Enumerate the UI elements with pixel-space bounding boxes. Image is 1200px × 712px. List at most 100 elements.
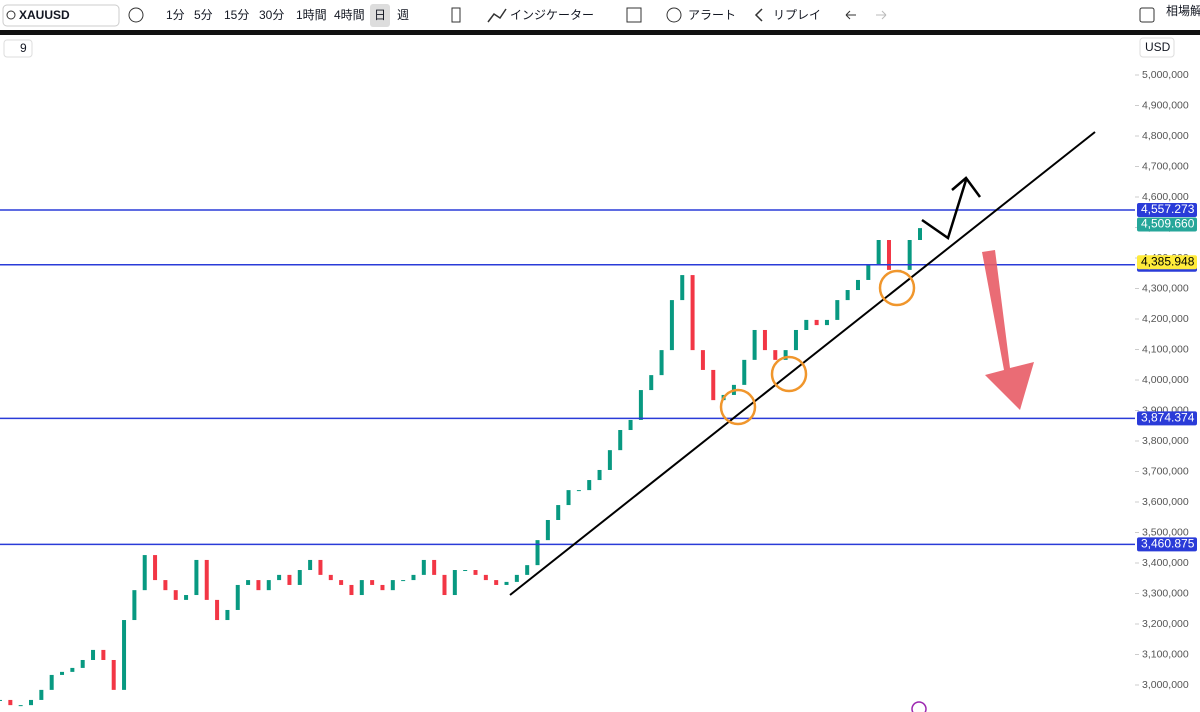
y-tick-label: 4,000,000 (1142, 374, 1189, 386)
candle (132, 590, 137, 621)
market-label[interactable]: 相場解 (1166, 4, 1200, 18)
candle (318, 559, 323, 575)
y-tick-label: 3,800,000 (1142, 435, 1189, 447)
layout-icon[interactable] (626, 7, 642, 23)
y-tick-label: 3,600,000 (1142, 496, 1189, 508)
symbol[interactable]: XAUUSD (19, 8, 70, 22)
candle (814, 319, 819, 326)
indicator-icon (487, 8, 507, 23)
price-tag (1137, 255, 1197, 270)
candle (793, 329, 798, 351)
candle (607, 450, 612, 470)
y-tick-label: 4,600,000 (1142, 191, 1189, 203)
candle (773, 350, 778, 360)
currency-button[interactable] (1139, 37, 1175, 58)
alert-button[interactable]: アラート (688, 8, 736, 22)
y-tick-label: 3,100,000 (1142, 648, 1189, 660)
price-tag-label: 4,509.660 (1141, 217, 1195, 231)
candle (411, 574, 416, 581)
event-icon[interactable] (911, 701, 927, 712)
y-tick-label: 3,500,000 (1142, 526, 1189, 538)
candle (556, 505, 561, 520)
replay-button[interactable]: リプレイ (773, 8, 821, 22)
fullscreen-icon[interactable] (1139, 7, 1155, 23)
candle (835, 300, 840, 320)
candle (215, 599, 220, 621)
candle (649, 375, 654, 391)
touch-circle (878, 269, 916, 307)
y-tick-label: 5,000,000 (1142, 69, 1189, 81)
candle (29, 699, 34, 706)
candle (339, 580, 344, 585)
candle (545, 519, 550, 541)
candle (597, 469, 602, 481)
candle (907, 240, 912, 270)
interval[interactable]: 日 (374, 8, 386, 22)
candle (308, 559, 313, 571)
candle (173, 590, 178, 600)
indicators-button[interactable]: インジケーター (510, 8, 594, 22)
interval-selected (370, 4, 390, 27)
alert-icon (666, 7, 682, 23)
interval[interactable]: 1時間 (296, 8, 327, 22)
candle (742, 359, 747, 385)
candle (618, 430, 623, 451)
candle (359, 580, 364, 596)
candle (163, 580, 168, 591)
candle (494, 580, 499, 585)
legend-toggle[interactable] (3, 39, 33, 58)
candle (235, 584, 240, 610)
interval[interactable]: 1分 (166, 8, 185, 22)
candle (659, 350, 664, 376)
plot: 3,000,000 3,100,000 3,200,000 3,300,000 3,40… (0, 69, 1197, 707)
candle (390, 580, 395, 591)
candle (628, 419, 633, 431)
add-symbol[interactable] (128, 7, 144, 23)
candle (0, 699, 2, 701)
candle (111, 659, 116, 690)
candle (225, 609, 230, 621)
candle (866, 265, 871, 280)
candle (204, 559, 209, 600)
chart-type-icon[interactable] (451, 7, 461, 23)
candle (328, 574, 333, 581)
candle (845, 290, 850, 301)
candle (452, 570, 457, 596)
interval[interactable]: 30分 (259, 8, 284, 22)
y-tick-label: 3,300,000 (1142, 587, 1189, 599)
y-tick-label: 3,400,000 (1142, 557, 1189, 569)
candle (680, 275, 685, 301)
candle (824, 319, 829, 326)
up-arrow (921, 179, 968, 240)
candle (804, 319, 809, 330)
interval[interactable]: 週 (397, 8, 409, 22)
candle (886, 240, 891, 270)
candle (711, 369, 716, 401)
candle (783, 350, 788, 360)
candle (142, 555, 147, 591)
price-tag-label: 3,460.875 (1141, 537, 1195, 551)
redo-button[interactable] (876, 10, 887, 20)
candle (370, 580, 375, 585)
candle (297, 570, 302, 585)
interval[interactable]: 4時間 (334, 8, 365, 22)
candle (638, 390, 643, 420)
price-tag-label: 4,385.948 (1141, 254, 1195, 268)
y-tick-label: 4,300,000 (1142, 282, 1189, 294)
down-arrow (982, 250, 1034, 410)
candle (855, 279, 860, 291)
y-tick-label: 4,800,000 (1142, 130, 1189, 142)
candle (762, 329, 767, 351)
price-tag (1137, 411, 1197, 426)
interval[interactable]: 5分 (194, 8, 213, 22)
candle (101, 649, 106, 660)
candle (266, 580, 271, 591)
undo-button[interactable] (845, 10, 856, 20)
y-tick-label: 3,200,000 (1142, 618, 1189, 630)
candle (514, 574, 519, 582)
interval[interactable]: 15分 (224, 8, 249, 22)
price-tag-label: 3,874.374 (1141, 410, 1195, 424)
symbol-search[interactable] (2, 4, 120, 27)
candle (349, 584, 354, 596)
candle (535, 540, 540, 566)
